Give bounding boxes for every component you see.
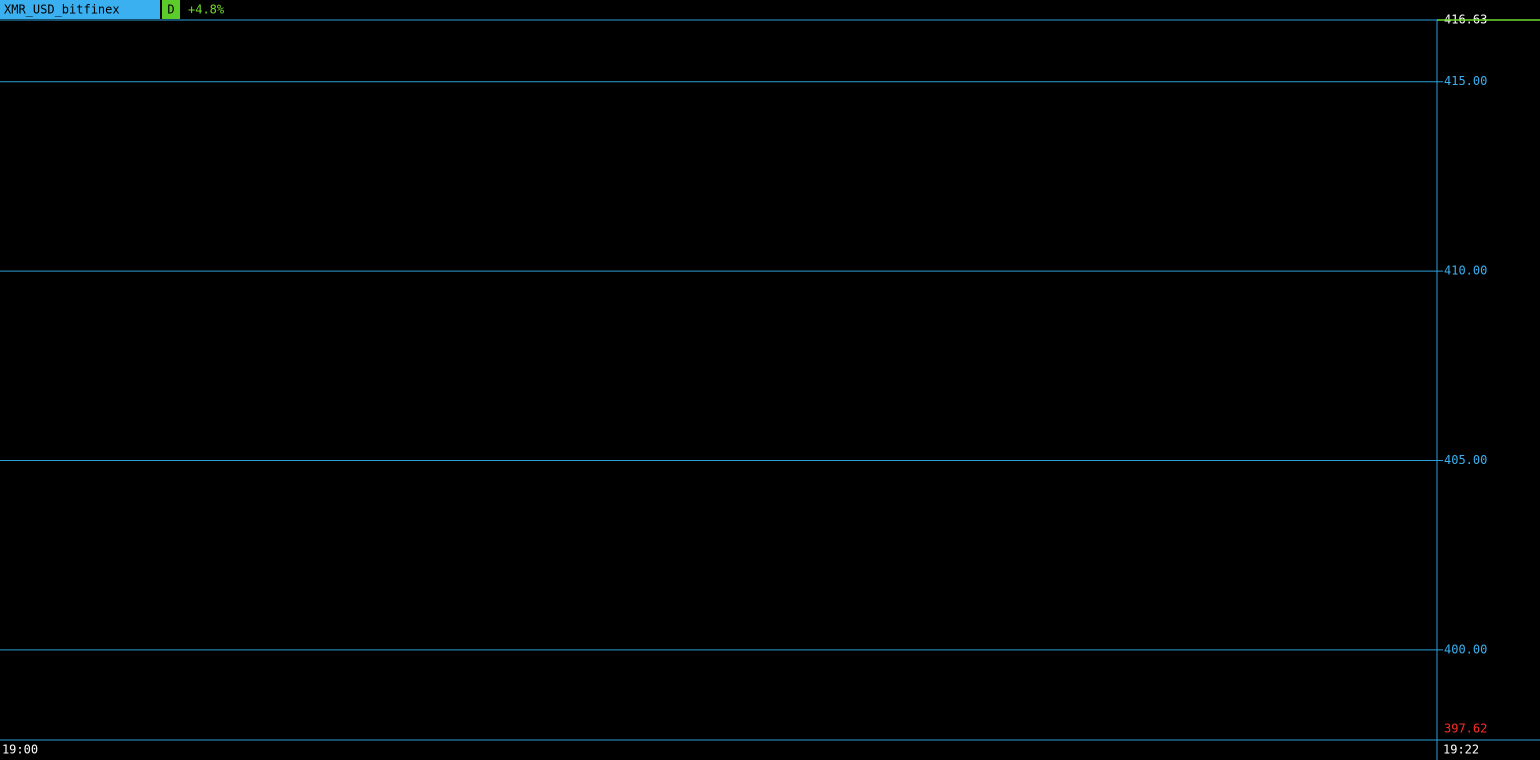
y-tick-label: 405.00 xyxy=(1444,453,1487,467)
x-tick-label: 19:00 xyxy=(2,743,38,757)
interval-badge xyxy=(162,0,180,19)
y-tick-label: 397.62 xyxy=(1444,722,1487,736)
y-tick-label: 410.00 xyxy=(1444,264,1487,278)
y-tick-label: 415.00 xyxy=(1444,74,1487,88)
x-end-label: 19:22 xyxy=(1443,743,1479,757)
y-tick-label: 400.00 xyxy=(1444,642,1487,656)
change: +4.8% xyxy=(188,3,225,17)
symbol: XMR_USD_bitfinex xyxy=(4,3,120,17)
symbol-badge xyxy=(0,0,160,19)
interval: D xyxy=(167,3,174,17)
